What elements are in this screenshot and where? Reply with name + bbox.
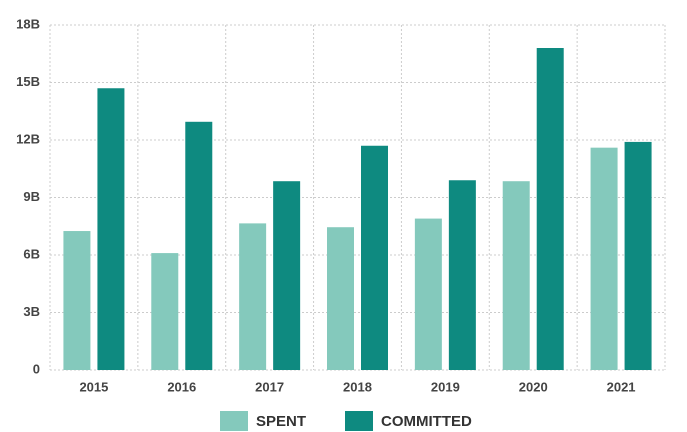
x-tick-label: 2017 <box>255 379 284 394</box>
bar <box>414 218 442 370</box>
bar <box>151 253 179 370</box>
bar <box>536 48 564 370</box>
bar <box>448 180 476 370</box>
legend-label: SPENT <box>256 413 306 430</box>
bar <box>63 231 91 370</box>
x-tick-label: 2020 <box>519 379 548 394</box>
bar <box>97 88 125 370</box>
y-tick-label: 15B <box>16 74 40 89</box>
x-tick-label: 2018 <box>343 379 372 394</box>
bar <box>624 141 652 370</box>
x-tick-label: 2021 <box>607 379 636 394</box>
bar <box>185 121 213 371</box>
y-tick-label: 9B <box>23 189 40 204</box>
legend-swatch <box>345 411 373 431</box>
x-tick-label: 2016 <box>167 379 196 394</box>
bar <box>327 227 354 370</box>
bar <box>239 223 267 370</box>
bar <box>590 147 618 370</box>
x-tick-label: 2019 <box>431 379 460 394</box>
y-tick-label: 3B <box>23 304 40 319</box>
x-tick-label: 2015 <box>79 379 108 394</box>
y-tick-label: 6B <box>23 246 40 261</box>
y-tick-label: 0 <box>33 361 40 376</box>
legend-swatch <box>220 411 248 431</box>
bar <box>273 181 301 370</box>
y-tick-label: 18B <box>16 16 40 31</box>
legend-label: COMMITTED <box>381 413 472 430</box>
bar <box>502 181 530 370</box>
bar <box>361 145 388 370</box>
y-tick-label: 12B <box>16 131 40 146</box>
